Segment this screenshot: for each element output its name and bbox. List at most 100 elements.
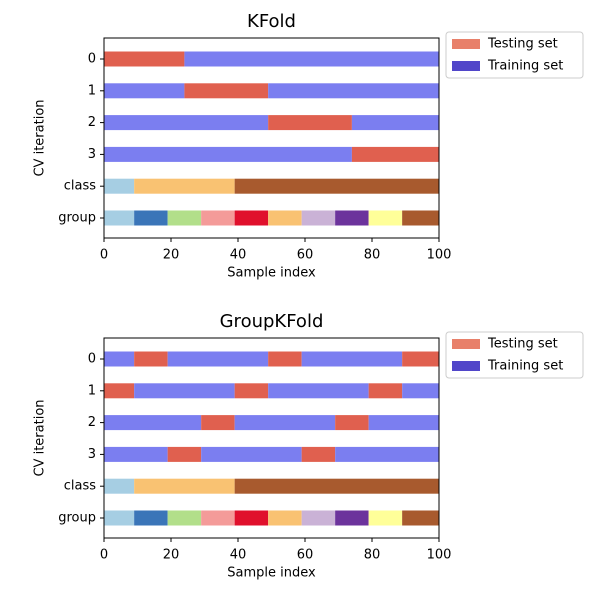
legend-box	[445, 331, 584, 379]
segment	[402, 510, 439, 526]
segment	[104, 51, 185, 67]
segment	[104, 478, 135, 494]
x-tick-label: 20	[163, 248, 180, 263]
legend-label: Training set	[487, 359, 563, 374]
segment	[335, 210, 369, 226]
segment	[402, 210, 439, 226]
x-tick-label: 60	[297, 548, 314, 563]
segment	[268, 210, 302, 226]
legend-label: Testing set	[487, 37, 558, 52]
segment	[201, 415, 235, 431]
y-tick-label: 1	[88, 83, 96, 98]
segment	[335, 510, 369, 526]
segment	[234, 415, 336, 431]
y-tick-label: 3	[88, 147, 96, 162]
axes-frame	[103, 37, 440, 239]
segment	[104, 210, 135, 226]
segment	[234, 178, 439, 194]
segment	[104, 446, 168, 462]
y-tick-label: 1	[88, 383, 96, 398]
x-tick-label: 0	[100, 548, 108, 563]
y-tick-label: 0	[88, 352, 96, 367]
segment	[104, 510, 135, 526]
segment	[268, 115, 352, 131]
x-tick-label: 80	[364, 248, 381, 263]
segment	[402, 351, 439, 367]
segment	[104, 83, 185, 99]
segment	[268, 510, 302, 526]
y-axis-label: CV iteration	[33, 399, 48, 476]
segment	[351, 146, 439, 162]
legend-swatch	[452, 361, 480, 371]
y-tick-label: class	[64, 479, 96, 494]
segment	[301, 510, 336, 526]
legend-label: Testing set	[487, 337, 558, 352]
segment	[301, 446, 336, 462]
x-tick-label: 80	[364, 548, 381, 563]
segment	[268, 83, 439, 99]
segment	[301, 210, 336, 226]
y-tick-label: group	[58, 211, 96, 226]
y-tick-label: group	[58, 511, 96, 526]
segment	[104, 415, 202, 431]
segment	[368, 510, 403, 526]
segment	[368, 415, 439, 431]
segment	[104, 178, 135, 194]
segment	[167, 351, 269, 367]
segment	[167, 446, 202, 462]
x-tick-label: 40	[230, 248, 247, 263]
segment	[335, 446, 439, 462]
x-tick-label: 0	[100, 248, 108, 263]
segment	[368, 210, 403, 226]
segment	[368, 383, 403, 399]
segment	[234, 478, 439, 494]
chart-title: KFold	[247, 11, 296, 32]
segment	[234, 510, 269, 526]
segment	[134, 510, 168, 526]
segment	[104, 351, 135, 367]
segment	[104, 115, 269, 131]
legend-swatch	[452, 39, 480, 49]
segment	[402, 383, 439, 399]
chart-title: GroupKFold	[220, 311, 324, 332]
segment	[351, 115, 439, 131]
segment	[184, 83, 269, 99]
axes-frame	[103, 337, 440, 539]
segment	[335, 415, 369, 431]
legend-swatch	[452, 61, 480, 71]
y-tick-label: class	[64, 179, 96, 194]
y-tick-label: 0	[88, 52, 96, 67]
segment	[184, 51, 439, 67]
segment	[201, 510, 235, 526]
x-axis-label: Sample index	[227, 266, 316, 281]
segment	[134, 351, 168, 367]
y-tick-label: 2	[88, 115, 96, 130]
legend-box	[445, 31, 584, 79]
segment	[234, 210, 269, 226]
segment	[134, 478, 235, 494]
segment	[234, 383, 269, 399]
y-tick-label: 2	[88, 415, 96, 430]
segment	[134, 210, 168, 226]
x-tick-label: 60	[297, 248, 314, 263]
y-axis-label: CV iteration	[33, 99, 48, 176]
segment	[201, 210, 235, 226]
segment	[201, 446, 302, 462]
segment	[301, 351, 403, 367]
segment	[268, 351, 302, 367]
x-tick-label: 100	[427, 548, 452, 563]
segment	[134, 178, 235, 194]
legend-swatch	[452, 339, 480, 349]
legend-label: Training set	[487, 59, 563, 74]
segment	[167, 210, 202, 226]
segment	[104, 383, 135, 399]
x-tick-label: 20	[163, 548, 180, 563]
segment	[167, 510, 202, 526]
x-axis-label: Sample index	[227, 566, 316, 581]
segment	[104, 146, 352, 162]
segment	[268, 383, 369, 399]
segment	[134, 383, 235, 399]
x-tick-label: 100	[427, 248, 452, 263]
y-tick-label: 3	[88, 447, 96, 462]
